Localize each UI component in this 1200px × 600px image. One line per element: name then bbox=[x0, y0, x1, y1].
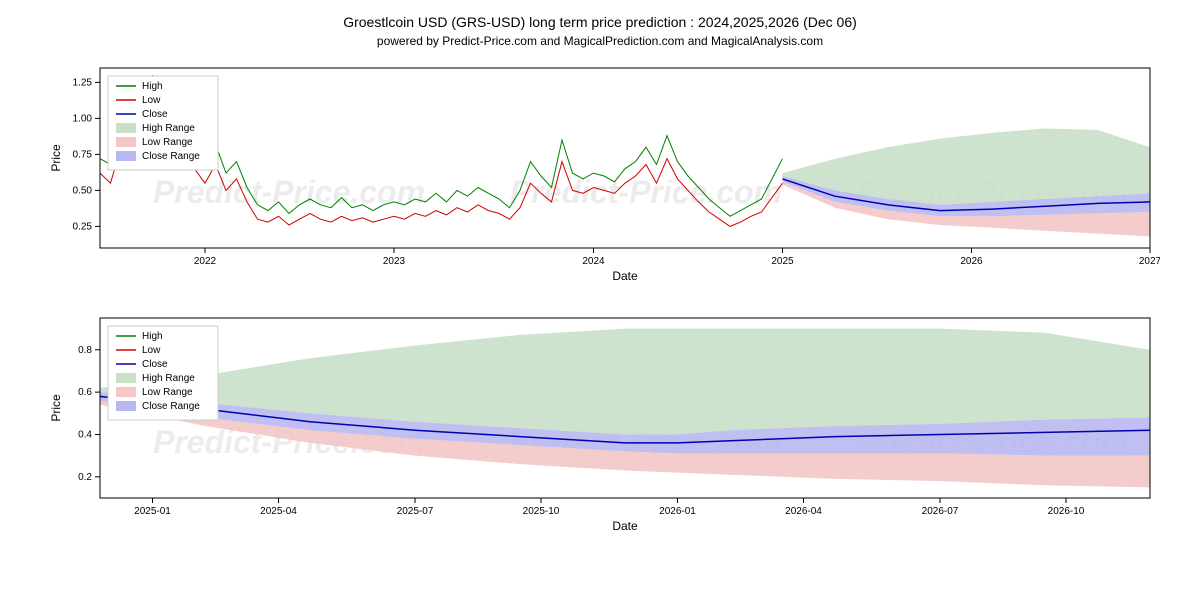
chart-1-svg: Predict-Price.comPredict-Price.comPredic… bbox=[40, 58, 1160, 288]
x-tick-label: 2024 bbox=[582, 256, 605, 267]
x-tick-label: 2025-01 bbox=[134, 506, 171, 517]
x-tick-label: 2025 bbox=[771, 256, 794, 267]
chart-2-svg: Predict-Price.comPredict-Price.comPredic… bbox=[40, 308, 1160, 538]
x-tick-label: 2025-04 bbox=[260, 506, 297, 517]
watermark-text: Predict-Price.com bbox=[510, 174, 782, 210]
x-tick-label: 2026 bbox=[960, 256, 983, 267]
x-tick-label: 2026-04 bbox=[785, 506, 822, 517]
legend-item-label: Low Range bbox=[142, 387, 193, 398]
legend-item-label: High Range bbox=[142, 373, 195, 384]
y-axis-label: Price bbox=[49, 144, 63, 172]
y-tick-label: 1.25 bbox=[73, 77, 93, 88]
legend-item-label: Close Range bbox=[142, 401, 200, 412]
y-tick-label: 0.50 bbox=[73, 185, 93, 196]
chart-subtitle: powered by Predict-Price.com and Magical… bbox=[10, 34, 1190, 48]
legend-item-label: Close bbox=[142, 109, 168, 120]
y-tick-label: 0.4 bbox=[78, 429, 92, 440]
legend-item-label: High bbox=[142, 331, 163, 342]
y-axis-label: Price bbox=[49, 394, 63, 422]
chart-panel-1: Predict-Price.comPredict-Price.comPredic… bbox=[40, 58, 1160, 288]
y-tick-label: 0.25 bbox=[73, 221, 93, 232]
y-tick-label: 0.2 bbox=[78, 472, 92, 483]
legend-item-label: High Range bbox=[142, 123, 195, 134]
x-axis-label: Date bbox=[612, 269, 638, 283]
x-tick-label: 2025-07 bbox=[397, 506, 434, 517]
x-tick-label: 2025-10 bbox=[523, 506, 560, 517]
x-tick-label: 2022 bbox=[194, 256, 217, 267]
chart-title: Groestlcoin USD (GRS-USD) long term pric… bbox=[10, 14, 1190, 30]
legend-item-label: Low Range bbox=[142, 137, 193, 148]
legend-item-label: Low bbox=[142, 95, 161, 106]
x-tick-label: 2026-10 bbox=[1048, 506, 1085, 517]
x-tick-label: 2026-07 bbox=[922, 506, 959, 517]
chart-panel-2: Predict-Price.comPredict-Price.comPredic… bbox=[40, 308, 1160, 538]
y-tick-label: 0.8 bbox=[78, 345, 92, 356]
x-tick-label: 2027 bbox=[1139, 256, 1160, 267]
legend-item-label: Close bbox=[142, 359, 168, 370]
legend-item-label: High bbox=[142, 81, 163, 92]
y-tick-label: 0.6 bbox=[78, 387, 92, 398]
legend-item-label: Low bbox=[142, 345, 161, 356]
x-axis-label: Date bbox=[612, 519, 638, 533]
y-tick-label: 1.00 bbox=[73, 113, 93, 124]
y-tick-label: 0.75 bbox=[73, 149, 93, 160]
x-tick-label: 2026-01 bbox=[659, 506, 696, 517]
legend-item-label: Close Range bbox=[142, 151, 200, 162]
x-tick-label: 2023 bbox=[383, 256, 406, 267]
